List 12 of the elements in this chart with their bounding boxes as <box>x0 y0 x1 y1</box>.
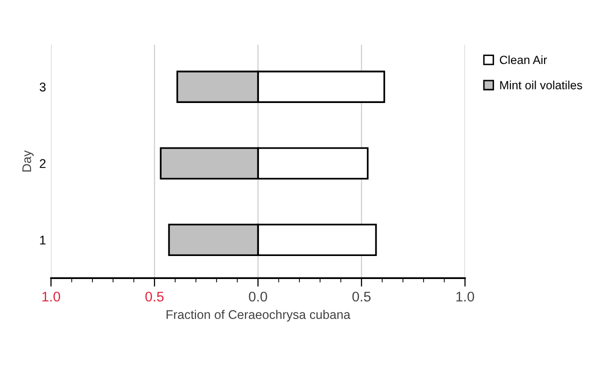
x-axis-title: Fraction of Ceraeochrysa cubana <box>166 310 350 322</box>
x-tick-label: 0.0 <box>248 292 268 302</box>
x-tick-label: 1.0 <box>42 292 60 302</box>
legend-label: Clean Air <box>500 55 547 64</box>
y-axis-title: Day <box>22 150 34 172</box>
legend-label: Mint oil volatiles <box>500 80 582 90</box>
y-tick-label: 3 <box>40 82 46 92</box>
x-tick-label: 0.5 <box>145 292 164 302</box>
x-tick-label: 0.5 <box>352 292 371 302</box>
x-tick-label: 1.0 <box>456 292 474 302</box>
y-tick-label: 2 <box>40 159 46 168</box>
y-tick-label: 1 <box>40 236 46 244</box>
